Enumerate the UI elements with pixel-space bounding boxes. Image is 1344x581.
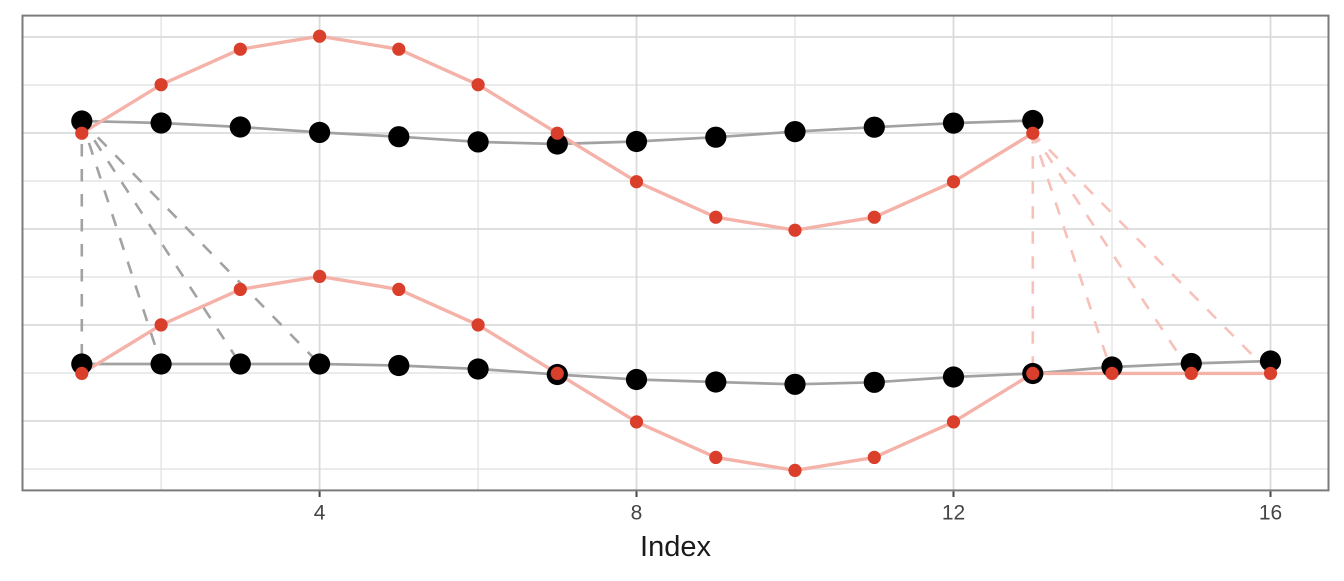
svg-text:4: 4 [314,502,326,525]
svg-text:Index: Index [640,531,711,563]
svg-text:16: 16 [1259,502,1282,525]
svg-text:12: 12 [942,502,965,525]
svg-text:8: 8 [631,502,643,525]
